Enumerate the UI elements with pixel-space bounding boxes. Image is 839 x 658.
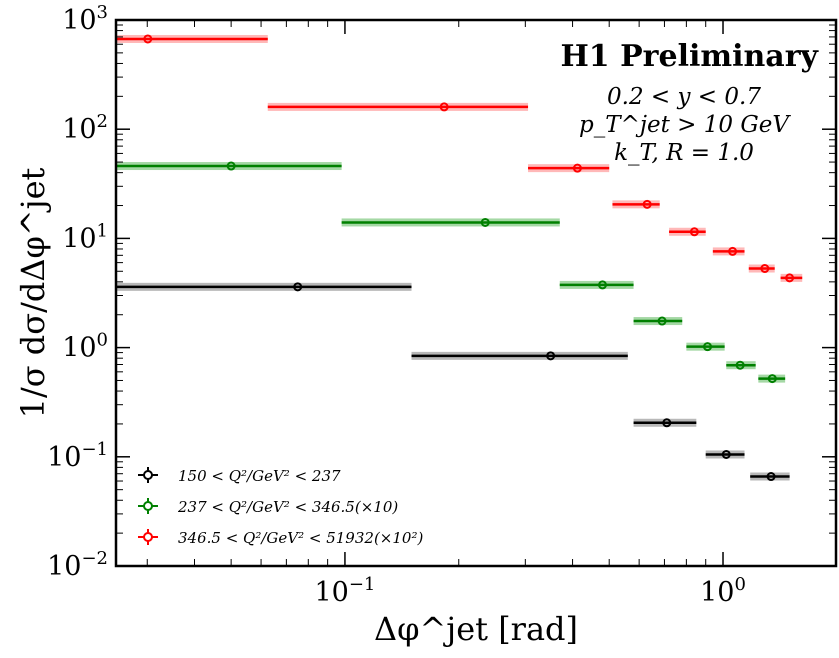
data-point	[572, 163, 582, 173]
x-axis-title: Δφ^jet [rad]	[374, 610, 578, 648]
annotation-y-range: 0.2 < y < 0.7	[607, 84, 761, 110]
axis-ticks: 10−2 10−1 100 101 102 103 10−1 100	[47, 2, 836, 608]
legend-entry-black: 150 < Q²/GeV² < 237	[138, 467, 341, 485]
x-tick-label: 100	[700, 574, 746, 608]
series-2	[116, 34, 803, 283]
y-tick-label: 100	[62, 330, 108, 364]
y-tick-label: 10−1	[47, 439, 108, 473]
y-axis-title: 1/σ dσ/dΔφ^jet	[14, 167, 52, 418]
data-point	[766, 472, 776, 482]
legend-entry-green: 237 < Q²/GeV² < 346.5(×10)	[138, 498, 398, 516]
data-point	[662, 418, 672, 428]
data-point	[767, 374, 777, 384]
data-marks	[116, 34, 803, 482]
data-point	[703, 342, 713, 352]
annotation-title: H1 Preliminary	[560, 39, 819, 74]
data-point	[728, 246, 738, 256]
y-tick-label: 103	[62, 2, 108, 36]
data-point	[546, 351, 556, 361]
x-tick-label: 10−1	[314, 574, 375, 608]
data-point	[439, 102, 449, 112]
legend-label-red: 346.5 < Q²/GeV² < 51932(×10²)	[178, 529, 423, 547]
data-point	[657, 316, 667, 326]
data-point	[226, 161, 236, 171]
series-0	[116, 282, 790, 482]
data-point	[785, 273, 795, 283]
legend-entry-red: 346.5 < Q²/GeV² < 51932(×10²)	[138, 529, 423, 547]
annotation-pt-cut: p_T^jet > 10 GeV	[579, 112, 791, 138]
legend-label-black: 150 < Q²/GeV² < 237	[178, 467, 341, 485]
data-point	[293, 282, 303, 292]
series-1	[116, 161, 786, 384]
y-tick-label: 10−2	[47, 548, 108, 582]
data-point	[642, 199, 652, 209]
legend: 150 < Q²/GeV² < 237 237 < Q²/GeV² < 346.…	[138, 467, 423, 547]
data-point	[735, 360, 745, 370]
legend-label-green: 237 < Q²/GeV² < 346.5(×10)	[177, 498, 398, 516]
annotation-jet-algo: k_T, R = 1.0	[614, 140, 754, 166]
data-point	[597, 280, 607, 290]
y-tick-label: 102	[62, 111, 108, 145]
data-point	[480, 217, 490, 227]
y-tick-label: 101	[62, 220, 108, 254]
plot-frame	[114, 18, 838, 568]
data-point	[721, 449, 731, 459]
data-point	[760, 264, 770, 274]
data-point	[143, 34, 153, 44]
data-point	[689, 227, 699, 237]
